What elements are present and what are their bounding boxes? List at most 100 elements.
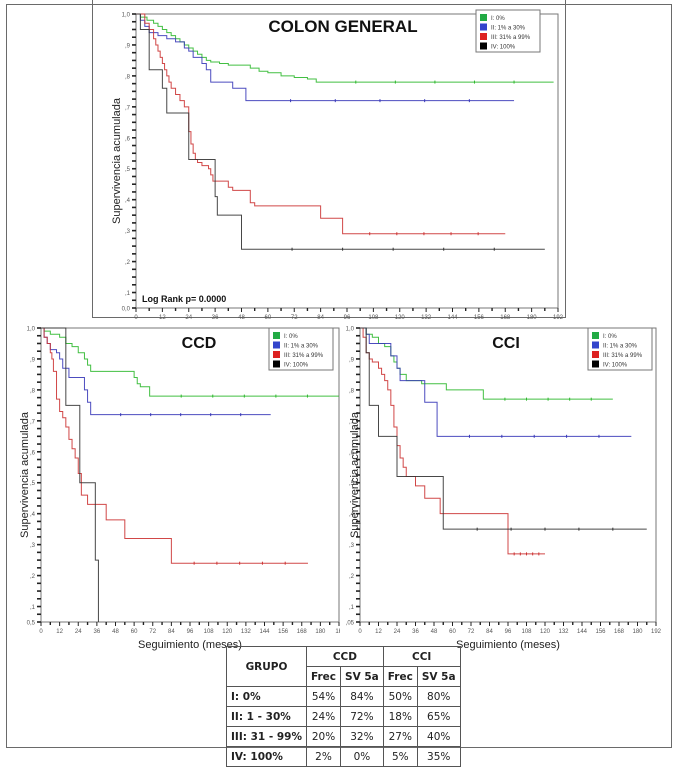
survival-curve-1 [360,327,613,400]
table-header-ccd: CCD [306,646,384,667]
x-tick-label: 192 [651,629,662,635]
x-tick-label: 84 [486,629,493,635]
summary-table: GRUPO CCD CCI Frec SV 5a Frec SV 5a I: 0… [226,646,461,767]
legend-label: II: 1% a 30% [491,26,526,32]
table-subheader: SV 5a [416,666,461,687]
table-cell: 40% [416,726,461,747]
y-tick-label: ,8 [125,74,131,80]
plot-area [135,13,559,309]
x-tick-label: 144 [259,629,270,635]
chart-title: CCD [182,335,217,352]
y-tick-label: ,9 [30,357,36,363]
x-tick-label: 192 [553,315,564,320]
x-tick-label: 36 [412,629,419,635]
x-tick-label: 0 [358,629,362,635]
table-cell: 32% [340,726,384,747]
x-tick-label: 108 [204,629,215,635]
x-tick-label: 156 [595,629,606,635]
table-subheader: SV 5a [340,666,384,687]
legend-label: IV: 100% [284,363,309,369]
x-tick-label: 180 [632,629,643,635]
x-tick-label: 120 [395,315,406,320]
x-tick-label: 168 [500,315,511,320]
y-tick-label: 1,0 [346,327,355,333]
y-tick-label: ,2 [30,574,36,580]
y-tick-label: 1,0 [122,13,131,19]
y-axis-label: Supervivencia acumulada [349,411,361,538]
x-tick-label: 72 [468,629,475,635]
table-cell: 5% [382,746,418,767]
x-tick-label: 84 [317,315,324,320]
table-cell: 54% [305,686,342,707]
top-chart-frame [92,0,566,318]
y-axis-label: Supervivencia acumulada [19,411,31,538]
y-tick-label: 0,0 [122,307,131,313]
table-row: II: 1 - 30% 24% 72% 18% 65% [226,706,461,727]
table-cell: 20% [305,726,342,747]
table-cell: 2% [305,746,342,767]
x-tick-label: 48 [112,629,119,635]
y-tick-label: ,7 [30,419,36,425]
legend-label: III: 31% a 99% [603,353,643,359]
table-cell: 27% [382,726,418,747]
y-tick-label: ,6 [30,450,36,456]
x-tick-label: 180 [527,315,538,320]
table-cell: 35% [416,746,461,767]
y-tick-label: ,8 [349,388,355,394]
plot-area [40,327,340,623]
x-tick-label: 24 [394,629,401,635]
legend-swatch [480,33,487,40]
x-tick-label: 12 [375,629,382,635]
legend-swatch [592,332,599,339]
table-cell: 65% [416,706,461,727]
x-tick-label: 60 [265,315,272,320]
survival-curve-3 [360,327,545,555]
legend-label: I: 0% [491,16,505,22]
x-tick-label: 120 [540,629,551,635]
y-tick-label: ,5 [30,481,36,487]
x-tick-label: 156 [278,629,289,635]
x-tick-label: 132 [241,629,252,635]
x-tick-label: 24 [75,629,82,635]
x-axis-label: Seguimiento (meses) [138,639,242,651]
y-tick-label: ,2 [349,574,355,580]
y-tick-label: ,4 [30,512,36,518]
legend-swatch [273,351,280,358]
x-tick-label: 48 [431,629,438,635]
x-tick-label: 96 [505,629,512,635]
y-tick-label: ,9 [349,357,355,363]
y-tick-label: ,7 [125,105,131,111]
y-tick-label: ,05 [346,621,355,627]
x-tick-label: 60 [449,629,456,635]
legend-swatch [480,42,487,50]
legend-label: II: 1% a 30% [603,344,638,350]
y-tick-label: ,6 [125,136,131,142]
y-tick-label: ,1 [30,605,36,611]
x-tick-label: 168 [297,629,308,635]
x-tick-label: 120 [222,629,233,635]
table-subheader: Frec [305,666,342,687]
survival-curve-4 [360,327,647,530]
x-tick-label: 108 [521,629,532,635]
x-tick-label: 1K [335,629,340,635]
chart-title: COLON GENERAL [268,17,417,36]
x-axis-label: Seguimiento (meses) [456,639,560,651]
x-tick-label: 156 [474,315,485,320]
legend-swatch [273,341,280,349]
y-tick-label: ,1 [349,605,355,611]
legend-swatch [592,360,599,368]
legend-swatch [592,351,599,358]
legend-label: I: 0% [603,334,617,340]
y-axis-label: Supervivencia acumulada [111,97,123,224]
x-tick-label: 12 [56,629,63,635]
legend-label: III: 31% a 99% [284,353,324,359]
x-tick-label: 36 [94,629,101,635]
table-header-grupo: GRUPO [226,646,307,687]
x-tick-label: 96 [344,315,351,320]
x-tick-label: 168 [614,629,625,635]
legend-label: IV: 100% [603,363,628,369]
x-tick-label: 60 [131,629,138,635]
x-tick-label: 132 [421,315,432,320]
chart-cci: ,05 ,1 ,2 ,3 ,4 ,5 ,6 ,7 ,8 ,9 1,0 0 12 24 36 48 60 72 84 9… [346,327,662,652]
table-cell-group: III: 31 - 99% [226,726,307,747]
